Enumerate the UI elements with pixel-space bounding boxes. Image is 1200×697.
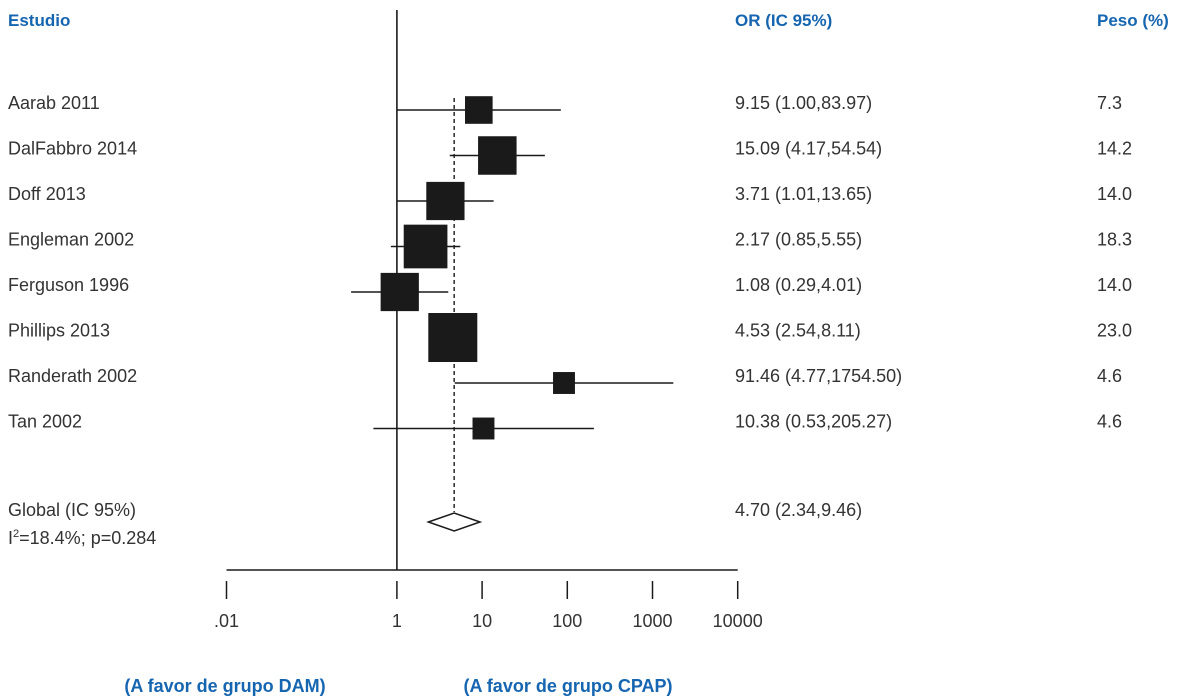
overall-row: Global (IC 95%) 4.70 (2.34,9.46) (8, 500, 862, 532)
or-ci-value: 10.38 (0.53,205.27) (735, 412, 892, 432)
weight-value: 18.3 (1097, 230, 1132, 250)
study-row: Ferguson 1996 1.08 (0.29,4.01) 14.0 (8, 272, 1132, 312)
weight-value: 14.0 (1097, 275, 1132, 295)
x-tick-label: 100 (552, 611, 582, 631)
study-label: Randerath 2002 (8, 366, 137, 386)
overall-or-ci-value: 4.70 (2.34,9.46) (735, 500, 862, 520)
point-estimate-square (426, 181, 465, 221)
study-label: Engleman 2002 (8, 230, 134, 250)
point-estimate-square (465, 96, 493, 124)
weight-value: 7.3 (1097, 93, 1122, 113)
weight-value: 23.0 (1097, 321, 1132, 341)
weight-value: 4.6 (1097, 412, 1122, 432)
study-label: Ferguson 1996 (8, 275, 129, 295)
point-estimate-square (428, 313, 478, 362)
overall-diamond (426, 512, 483, 532)
header-or: OR (IC 95%) (735, 11, 832, 30)
x-tick-label: 1 (392, 611, 402, 631)
or-ci-value: 1.08 (0.29,4.01) (735, 275, 862, 295)
point-estimate-square (478, 136, 517, 175)
column-headers: Estudio OR (IC 95%) Peso (%) (8, 11, 1169, 30)
study-row: Phillips 2013 4.53 (2.54,8.11) 23.0 (8, 313, 1132, 362)
x-axis-ticks: .01 1 10 100 1000 10000 (214, 581, 763, 631)
favors-right-label: (A favor de grupo CPAP) (463, 676, 672, 696)
weight-value: 4.6 (1097, 366, 1122, 386)
study-row: Tan 2002 10.38 (0.53,205.27) 4.6 (8, 412, 1122, 440)
or-ci-value: 15.09 (4.17,54.54) (735, 139, 882, 159)
or-ci-value: 91.46 (4.77,1754.50) (735, 366, 902, 386)
or-ci-value: 3.71 (1.01,13.65) (735, 184, 872, 204)
favors-labels: (A favor de grupo DAM) (A favor de grupo… (124, 676, 672, 696)
study-label: DalFabbro 2014 (8, 139, 137, 159)
x-tick-label: 1000 (632, 611, 672, 631)
overall-label: Global (IC 95%) (8, 500, 136, 520)
study-label: Phillips 2013 (8, 321, 110, 341)
or-ci-value: 9.15 (1.00,83.97) (735, 93, 872, 113)
point-estimate-square (472, 417, 495, 440)
point-estimate-square (380, 272, 419, 312)
study-row: Randerath 2002 91.46 (4.77,1754.50) 4.6 (8, 366, 1122, 394)
study-rows: Aarab 2011 9.15 (1.00,83.97) 7.3 DalFabbro … (8, 93, 1132, 440)
header-weight: Peso (%) (1097, 11, 1169, 30)
weight-value: 14.2 (1097, 139, 1132, 159)
study-row: Doff 2013 3.71 (1.01,13.65) 14.0 (8, 181, 1132, 221)
or-ci-value: 2.17 (0.85,5.55) (735, 230, 862, 250)
heterogeneity-superscript: 2 (13, 528, 20, 540)
study-row: Aarab 2011 9.15 (1.00,83.97) 7.3 (8, 93, 1122, 124)
x-tick-label: .01 (214, 611, 239, 631)
point-estimate-square (403, 224, 448, 269)
point-estimate-square (553, 372, 575, 394)
heterogeneity-stats: I2=18.4%; p=0.284 (8, 528, 156, 549)
heterogeneity-prefix: I (8, 528, 14, 548)
heterogeneity-values: =18.4%; p=0.284 (19, 528, 157, 548)
axes (226, 10, 738, 571)
x-tick-label: 10 (472, 611, 492, 631)
weight-value: 14.0 (1097, 184, 1132, 204)
favors-left-label: (A favor de grupo DAM) (124, 676, 325, 696)
or-ci-value: 4.53 (2.54,8.11) (735, 321, 861, 341)
study-row: Engleman 2002 2.17 (0.85,5.55) 18.3 (8, 224, 1132, 269)
study-label: Doff 2013 (8, 184, 86, 204)
study-label: Aarab 2011 (8, 93, 100, 113)
header-study: Estudio (8, 11, 70, 30)
x-tick-label: 10000 (713, 611, 763, 631)
study-label: Tan 2002 (8, 412, 82, 432)
study-row: DalFabbro 2014 15.09 (4.17,54.54) 14.2 (8, 136, 1132, 175)
